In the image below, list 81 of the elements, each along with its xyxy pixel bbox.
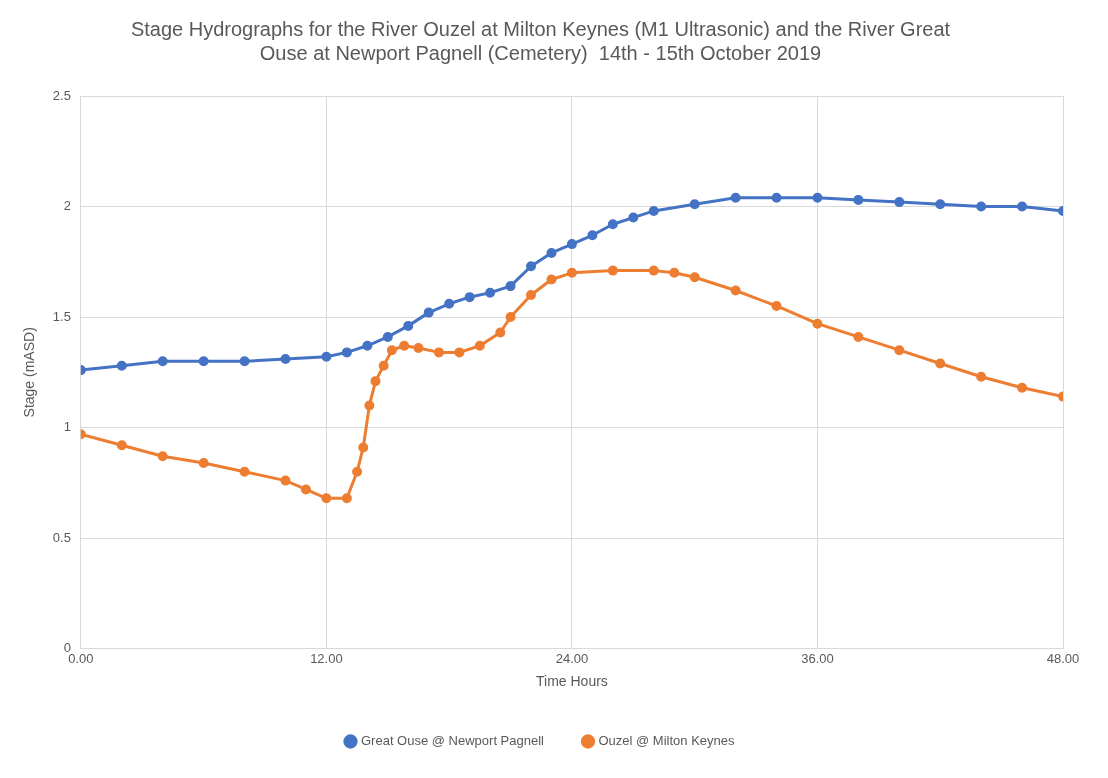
point: [485, 287, 496, 298]
x-tick-label: 24.00: [555, 650, 589, 666]
point: [321, 351, 332, 362]
point: [976, 371, 987, 382]
y-tick-label: 2.5: [52, 87, 71, 103]
point: [157, 451, 168, 462]
point: [648, 205, 659, 216]
point: [607, 265, 618, 276]
legend-label: Great Ouse @ Newport Pagnell: [360, 733, 545, 749]
point: [689, 199, 700, 210]
point: [505, 281, 516, 292]
point: [321, 493, 332, 504]
point: [116, 360, 127, 371]
point: [526, 289, 537, 300]
point: [370, 376, 381, 387]
point: [386, 345, 397, 356]
x-tick-label: 12.00: [310, 650, 343, 666]
point: [198, 457, 209, 468]
point: [526, 261, 537, 272]
point: [976, 201, 987, 212]
point: [464, 292, 475, 303]
point: [362, 340, 373, 351]
point: [669, 267, 680, 278]
point: [689, 272, 700, 283]
point: [853, 194, 864, 205]
point: [935, 358, 946, 369]
point: [341, 347, 352, 358]
point: [116, 440, 127, 451]
point: [935, 199, 946, 210]
point: [474, 340, 485, 351]
point: [239, 466, 250, 477]
y-tick-label: 2: [63, 198, 71, 214]
point: [587, 230, 598, 241]
point: [157, 356, 168, 367]
point: [198, 356, 209, 367]
point: [771, 300, 782, 311]
point: [894, 197, 905, 208]
point: [364, 400, 375, 411]
point: [566, 267, 577, 278]
point: [812, 192, 823, 203]
point: [771, 192, 782, 203]
x-tick-label: 36.00: [801, 650, 834, 666]
y-axis-title: Stage (mASD): [21, 327, 38, 418]
point: [300, 484, 311, 495]
point: [894, 345, 905, 356]
point: [423, 307, 434, 318]
point: [444, 298, 455, 309]
point: [546, 274, 557, 285]
point: [607, 219, 618, 230]
x-tick-label: 48.00: [1046, 650, 1080, 666]
point: [382, 331, 393, 342]
point: [853, 331, 864, 342]
point: [730, 285, 741, 296]
y-tick-label: 0.5: [52, 529, 71, 545]
point: [546, 247, 557, 258]
point: [648, 265, 659, 276]
point: [812, 318, 823, 329]
x-axis-title: Time Hours: [536, 673, 608, 690]
point: [413, 342, 424, 353]
legend-label: Ouzel @ Milton Keynes: [598, 733, 736, 749]
point: [280, 475, 291, 486]
point: [566, 239, 577, 250]
point: [628, 212, 639, 223]
y-tick-label: 1: [63, 419, 71, 435]
point: [378, 360, 389, 371]
point: [495, 327, 506, 338]
point: [1017, 201, 1028, 212]
point: [280, 354, 291, 365]
point: [358, 442, 369, 453]
point: [433, 347, 444, 358]
point: [730, 192, 741, 203]
point: [505, 312, 516, 323]
point: [352, 466, 363, 477]
point: [341, 493, 352, 504]
point: [239, 356, 250, 367]
y-tick-label: 1.5: [52, 308, 71, 324]
chart-title: Stage Hydrographs for the River Ouzel at Milton Keynes (M1 Ultrasonic) and the River Great Ouse at Newport Pagnell (Cemetery) 14th - 15th October 2019: [130, 17, 951, 64]
point: [403, 320, 414, 331]
point: [399, 340, 410, 351]
point: [1017, 382, 1028, 393]
point: [454, 347, 465, 358]
